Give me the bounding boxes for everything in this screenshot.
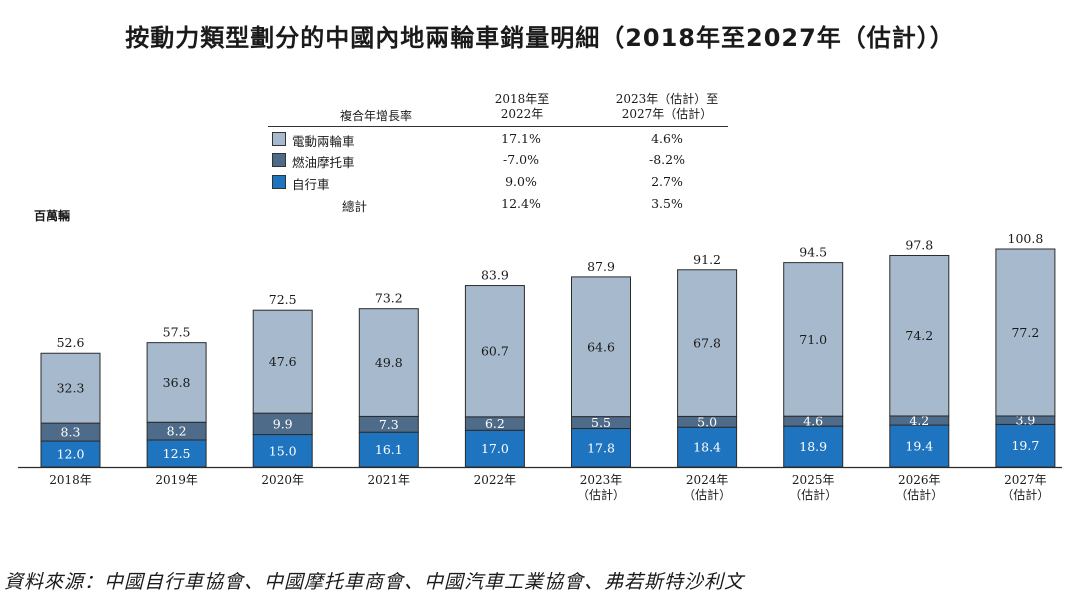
data-label: 7.3 [379, 417, 399, 432]
data-label: 12.0 [57, 447, 85, 462]
x-tick-label: 2024年 [686, 473, 729, 487]
total-label: 97.8 [905, 237, 933, 252]
data-label: 77.2 [1011, 325, 1039, 340]
bar-segment [252, 309, 313, 414]
total-label: 52.6 [57, 335, 85, 350]
bar-segment [677, 269, 738, 417]
data-label: 74.2 [905, 328, 933, 343]
cagr-total-v2: 3.5% [651, 196, 683, 211]
bar-segment [40, 352, 101, 424]
x-tick-label: （估計） [789, 487, 837, 502]
data-label: 18.9 [799, 439, 827, 454]
x-tick-label: 2027年 [1004, 473, 1047, 487]
data-label: 64.6 [587, 339, 615, 354]
cagr-col2-header-line2: 2027年（估計） [621, 107, 713, 121]
bar-segment [464, 429, 525, 468]
data-label: 9.9 [273, 416, 293, 431]
data-label: 17.8 [587, 440, 615, 455]
legend-swatch-electric [272, 132, 286, 146]
data-label: 71.0 [799, 332, 827, 347]
data-label: 12.5 [163, 446, 191, 461]
total-label: 91.2 [693, 252, 721, 267]
cagr-motorcycle-v2: -8.2% [649, 152, 685, 167]
x-tick-label: （估計） [1001, 487, 1049, 502]
legend-swatch-bicycle [272, 175, 286, 189]
total-label: 57.5 [163, 325, 191, 340]
cagr-col1-header: 2018年至 2022年 [467, 92, 577, 122]
data-label: 19.4 [905, 439, 933, 454]
x-tick-label: 2025年 [792, 473, 835, 487]
data-label: 60.7 [481, 344, 509, 359]
bar-segment [252, 434, 313, 468]
x-tick-label: 2019年 [155, 473, 198, 487]
data-label: 15.0 [269, 443, 297, 458]
bar-segment [571, 276, 631, 418]
cagr-total-v1: 12.4% [501, 196, 541, 211]
total-label: 94.5 [799, 245, 827, 260]
data-label: 32.3 [57, 381, 85, 396]
legend-label-bicycle: 自行車 [292, 177, 330, 192]
x-tick-label: 2021年 [368, 473, 411, 487]
data-label: 67.8 [693, 336, 721, 351]
data-label: 16.1 [375, 442, 403, 457]
data-label: 8.3 [61, 425, 81, 440]
data-label: 49.8 [375, 355, 403, 370]
x-tick-label: （估計） [895, 487, 943, 502]
data-label: 5.0 [697, 414, 717, 429]
x-tick-label: 2026年 [898, 473, 941, 487]
cagr-header-rule [268, 126, 728, 127]
bar-segment [358, 431, 419, 468]
total-label: 72.5 [269, 292, 297, 307]
bar-segment [889, 254, 950, 417]
bar-segment [464, 285, 525, 418]
bar-segment [995, 423, 1056, 468]
bar-segment [146, 439, 207, 468]
data-label: 4.2 [909, 413, 929, 428]
x-tick-label: 2018年 [49, 473, 92, 487]
bar-segment [995, 248, 1056, 417]
cagr-col1-header-line2: 2022年 [500, 107, 544, 121]
bar-segment [783, 262, 844, 417]
cagr-col2-header: 2023年（估計）至 2027年（估計） [597, 92, 737, 122]
cagr-col2-header-line1: 2023年（估計）至 [615, 92, 719, 106]
data-label: 4.6 [803, 414, 823, 429]
cagr-bicycle-v2: 2.7% [651, 174, 683, 189]
data-label: 47.6 [269, 354, 297, 369]
cagr-electric-v1: 17.1% [501, 131, 541, 146]
bar-segment [146, 342, 207, 423]
stacked-bar-chart: 12.0 8.3 32.3 52.6 2018年 12.5 8.2 36.8 57.5 2019年… [18, 231, 1062, 502]
cagr-bicycle-v1: 9.0% [505, 174, 537, 189]
legend-label-motorcycle: 燃油摩托車 [292, 155, 355, 170]
total-label: 83.9 [481, 268, 509, 283]
cagr-table: 複合年增長率 2018年至 2022年 2023年（估計）至 2027年（估計）… [262, 90, 732, 220]
data-label: 18.4 [693, 440, 721, 455]
total-label: 73.2 [375, 291, 403, 306]
x-tick-label: 2020年 [261, 473, 304, 487]
x-tick-label: 2023年 [580, 473, 623, 487]
cagr-motorcycle-v1: -7.0% [503, 152, 539, 167]
cagr-total-label: 總計 [342, 199, 368, 214]
bar-segment [783, 425, 844, 468]
data-label: 8.2 [167, 424, 187, 439]
total-label: 100.8 [1008, 231, 1044, 246]
bar-segment [358, 308, 419, 417]
x-tick-label: （估計） [683, 487, 731, 502]
x-tick-label: （估計） [577, 487, 625, 502]
cagr-electric-v2: 4.6% [651, 131, 683, 146]
data-label: 17.0 [481, 441, 509, 456]
legend-swatch-motorcycle [272, 153, 286, 167]
total-label: 87.9 [587, 259, 615, 274]
data-label: 6.2 [485, 416, 505, 431]
cagr-row-header: 複合年增長率 [340, 109, 413, 123]
data-label: 5.5 [591, 415, 611, 430]
data-label: 19.7 [1011, 438, 1039, 453]
x-tick-label: 2022年 [474, 473, 517, 487]
legend-label-electric: 電動兩輪車 [292, 134, 355, 149]
bar-segment [889, 424, 950, 468]
cagr-col1-header-line1: 2018年至 [494, 92, 550, 106]
source-note: 資料來源：中國自行車協會、中國摩托車商會、中國汽車工業協會、弗若斯特沙利文 [4, 571, 745, 593]
y-unit-label: 百萬輛 [34, 209, 71, 223]
chart-title: 按動力類型劃分的中國內地兩輪車銷量明細（2018年至2027年（估計）） [125, 24, 955, 52]
data-label: 36.8 [163, 375, 191, 390]
